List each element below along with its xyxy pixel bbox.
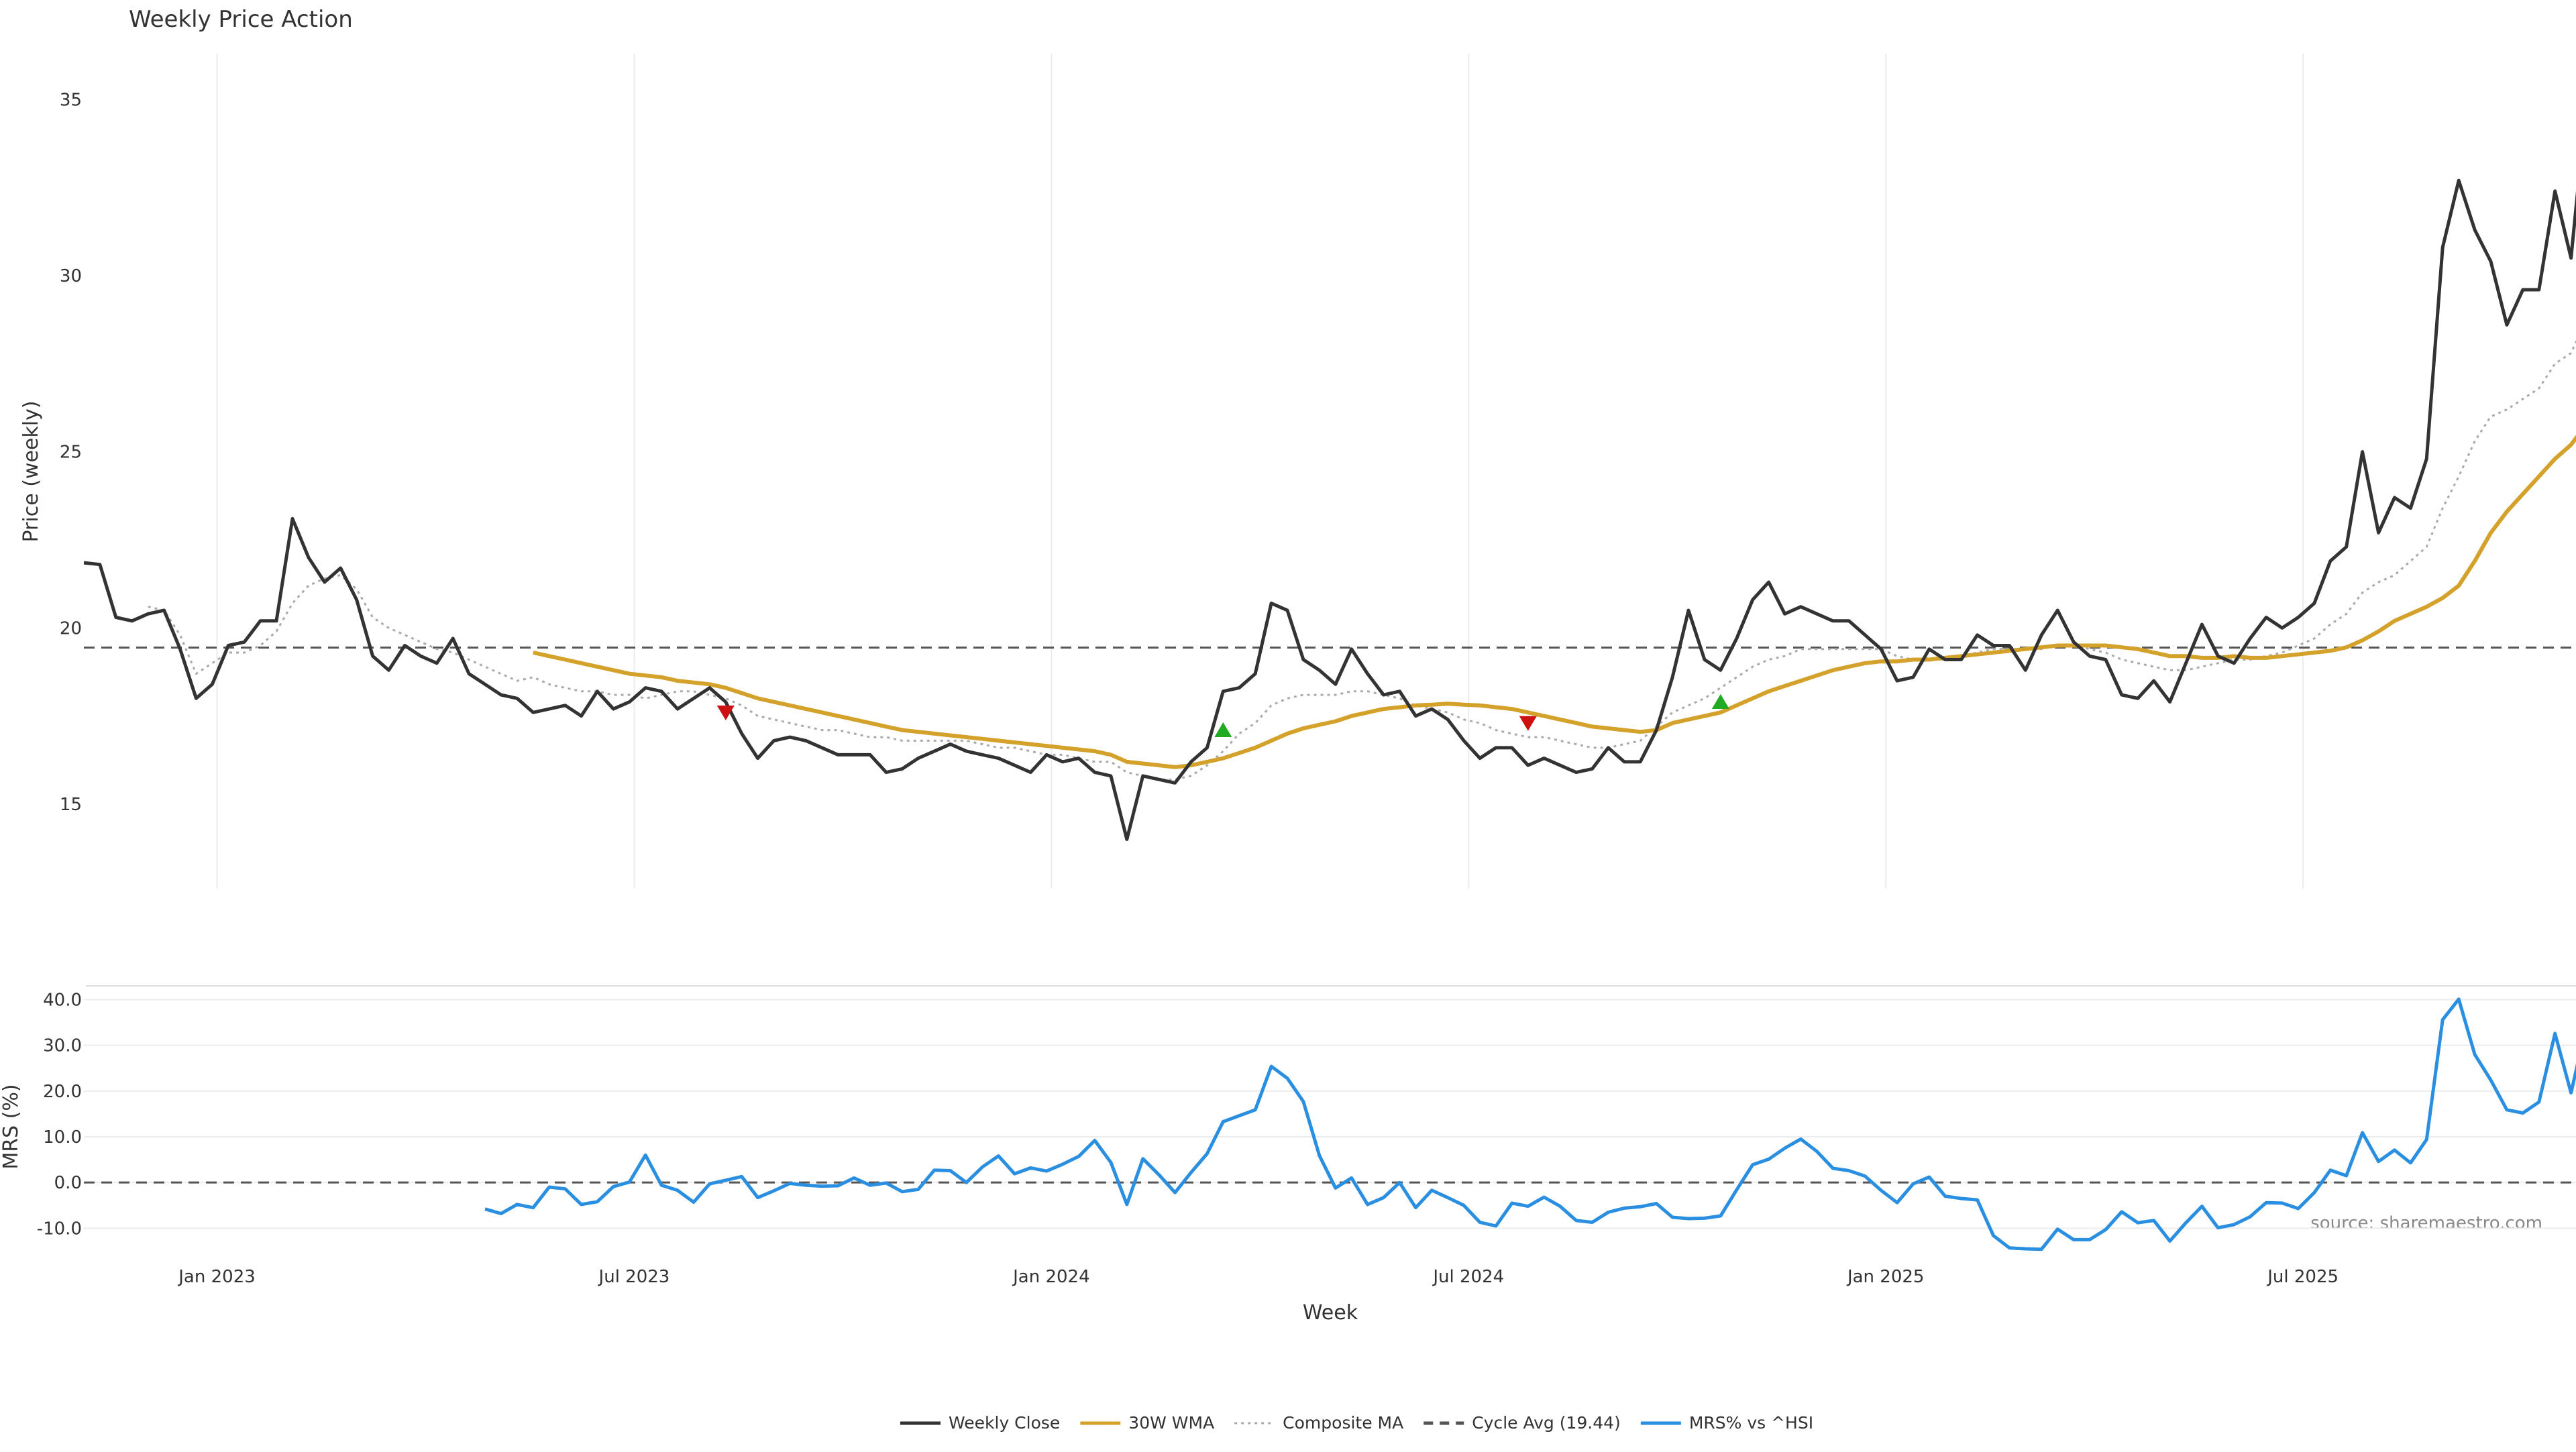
mrs-y-tick-label: 40.0 [43, 990, 82, 1010]
price-y-tick-label: 35 [60, 90, 82, 110]
mrs-y-axis-label: MRS (%) [0, 1084, 23, 1169]
wma-30w-line [533, 435, 2576, 769]
price-gridlines [216, 54, 2304, 889]
price-y-ticks: 15 20 25 30 35 [60, 90, 82, 815]
mrs-y-tick-label: -10.0 [37, 1219, 82, 1239]
x-axis-label: Week [1303, 1301, 1358, 1325]
legend-label: Composite MA [1283, 1413, 1403, 1433]
price-y-tick-label: 15 [60, 795, 82, 815]
buy-signal-marker [1711, 693, 1729, 709]
composite-ma-line [148, 339, 2576, 781]
mrs-y-tick-label: 30.0 [43, 1036, 82, 1056]
x-tick-label: Jan 2023 [177, 1267, 256, 1287]
x-tick-label: Jan 2024 [1012, 1267, 1090, 1287]
mrs-line [484, 997, 2576, 1251]
weekly-close-line [83, 178, 2576, 841]
legend-label: MRS% vs ^HSI [1689, 1413, 1813, 1433]
legend: Weekly Close 30W WMA Composite MA Cycle Avg… [900, 1413, 1813, 1433]
x-ticks: Jan 2023 Jul 2023 Jan 2024 Jul 2024 Jan 2025… [177, 1267, 2339, 1287]
sell-signal-marker [1519, 716, 1537, 731]
chart-title: Weekly Price Action [129, 6, 353, 33]
x-tick-label: Jul 2023 [598, 1267, 670, 1287]
price-y-tick-label: 20 [60, 618, 82, 638]
mrs-y-tick-label: 20.0 [43, 1082, 82, 1102]
x-tick-label: Jul 2024 [1432, 1267, 1504, 1287]
price-y-tick-label: 25 [60, 443, 82, 463]
legend-label: Weekly Close [949, 1413, 1060, 1433]
price-y-tick-label: 30 [60, 266, 82, 286]
x-tick-label: Jan 2025 [1846, 1267, 1925, 1287]
legend-label: Cycle Avg (19.44) [1472, 1413, 1621, 1433]
x-tick-label: Jul 2025 [2266, 1267, 2339, 1287]
sell-signal-marker [716, 705, 735, 721]
mrs-y-ticks: -10.0 0.0 10.0 20.0 30.0 40.0 [37, 990, 82, 1239]
mrs-y-tick-label: 10.0 [43, 1127, 82, 1148]
source-note: source: sharemaestro.com [2310, 1213, 2542, 1233]
mrs-y-tick-label: 0.0 [54, 1173, 82, 1193]
signal-markers [716, 693, 1729, 738]
legend-label: 30W WMA [1128, 1413, 1214, 1433]
buy-signal-marker [1214, 722, 1232, 738]
price-y-axis-label: Price (weekly) [19, 400, 43, 542]
